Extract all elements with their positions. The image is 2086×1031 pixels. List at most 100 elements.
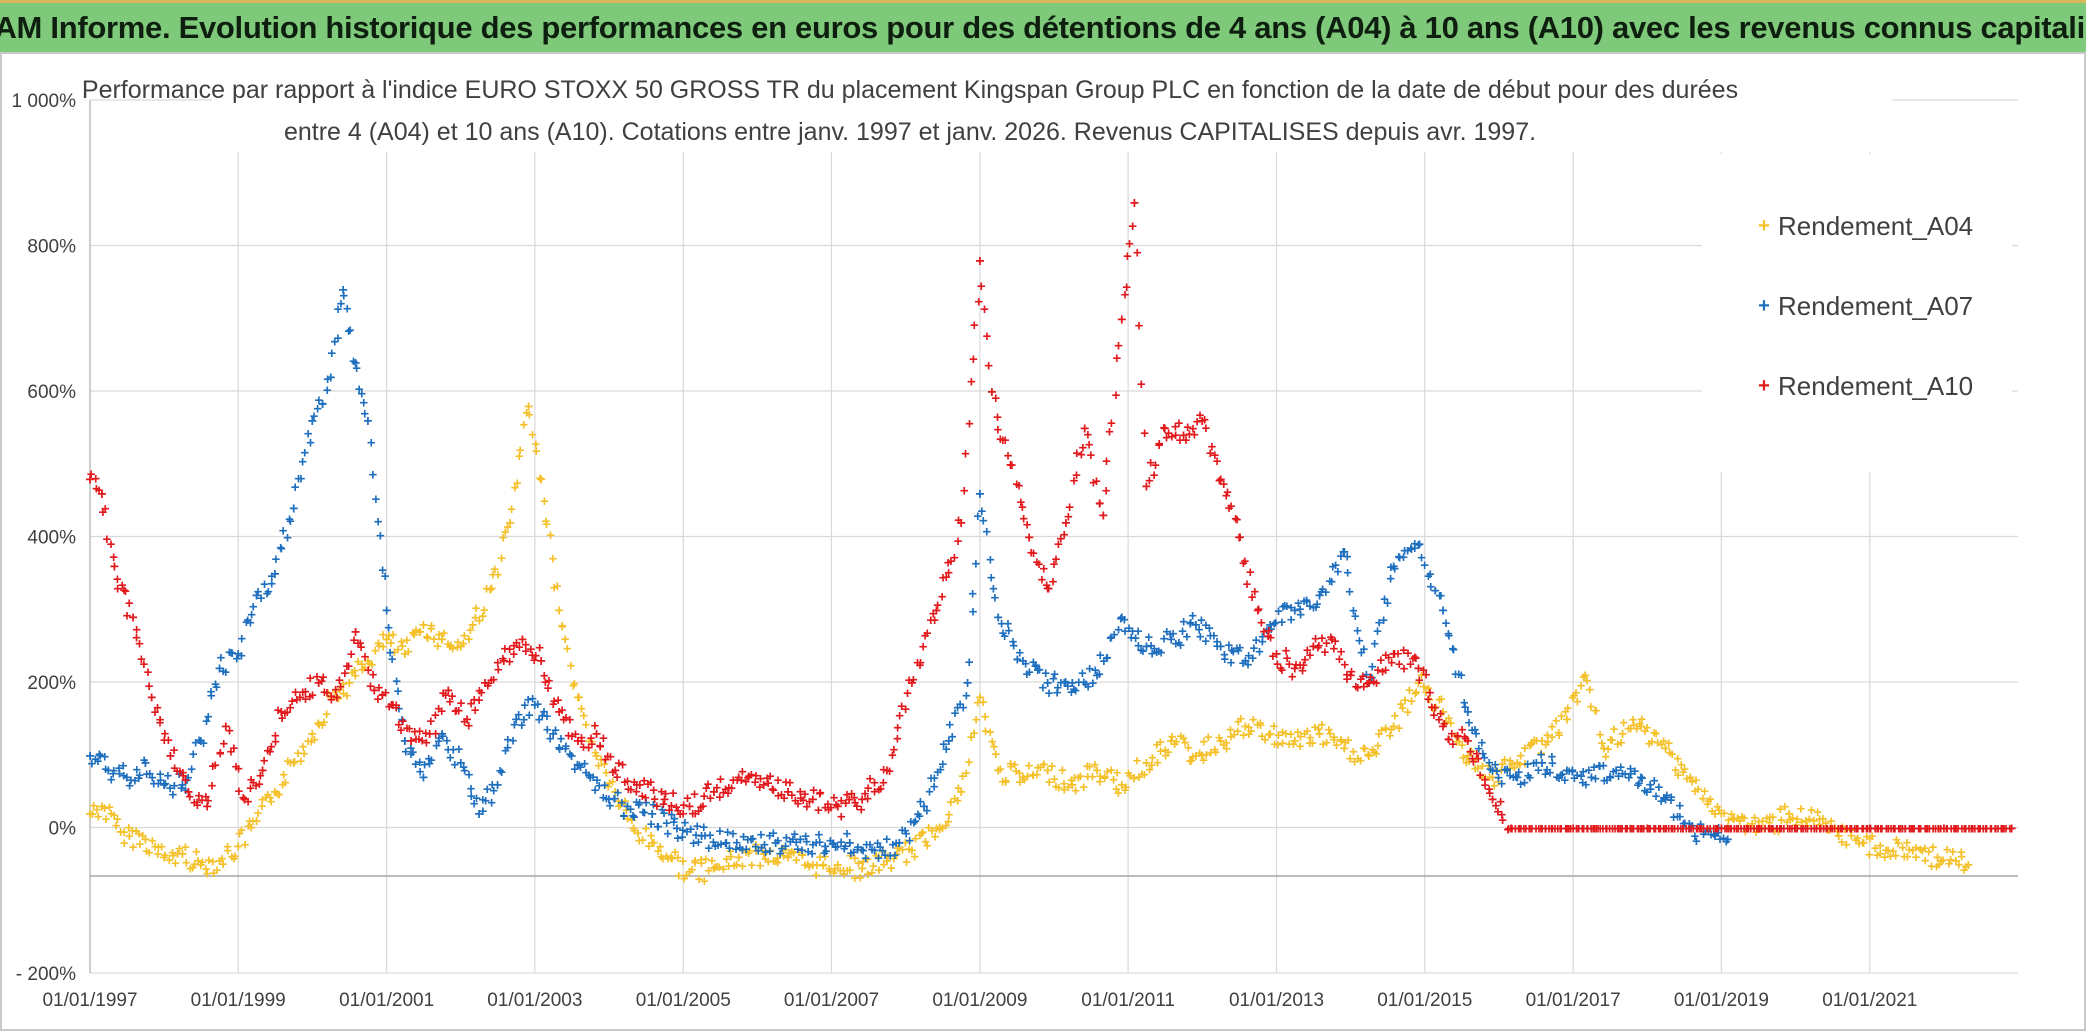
data-point: +: [1752, 824, 1761, 841]
data-point: +: [1039, 756, 1048, 773]
data-point: +: [1537, 747, 1546, 764]
data-point: +: [927, 770, 936, 787]
data-point: +: [1673, 808, 1682, 825]
data-point: +: [1001, 772, 1010, 789]
data-point: +: [339, 676, 348, 693]
data-point: +: [1524, 768, 1533, 785]
data-point: +: [289, 500, 298, 517]
data-point: +: [1182, 432, 1191, 449]
data-point: +: [628, 812, 637, 829]
data-point: +: [471, 702, 480, 719]
data-point: +: [435, 626, 444, 643]
data-point: +: [394, 717, 403, 734]
data-point: +: [1140, 767, 1149, 784]
data-point: +: [1250, 583, 1259, 600]
data-point: +: [1948, 843, 1957, 860]
data-point: +: [367, 435, 376, 452]
data-point: +: [1252, 632, 1261, 649]
data-point: +: [600, 756, 609, 773]
data-point: +: [181, 772, 190, 789]
data-point: +: [1599, 758, 1608, 775]
data-point: +: [349, 353, 358, 370]
data-point: +: [774, 787, 783, 804]
data-point: +: [619, 808, 628, 825]
data-point: +: [1166, 733, 1175, 750]
data-point: +: [910, 849, 919, 866]
data-point: +: [318, 396, 327, 413]
data-point: +: [1834, 828, 1843, 845]
data-point: +: [487, 794, 496, 811]
data-point: +: [996, 761, 1005, 778]
data-point: +: [1090, 757, 1099, 774]
data-point: +: [1696, 816, 1705, 833]
data-point: +: [973, 508, 982, 525]
data-point: +: [113, 581, 122, 598]
data-point: +: [1140, 425, 1149, 442]
data-point: +: [112, 817, 121, 834]
data-point: +: [1700, 783, 1709, 800]
data-point: +: [591, 744, 600, 761]
data-point: +: [1230, 726, 1239, 743]
data-point: +: [594, 758, 603, 775]
data-point: +: [156, 712, 165, 729]
data-point: +: [467, 696, 476, 713]
data-point: +: [798, 846, 807, 863]
data-point: +: [967, 373, 976, 390]
data-point: +: [1577, 768, 1586, 785]
data-point: +: [787, 844, 796, 861]
data-point: +: [446, 749, 455, 766]
data-point: +: [299, 739, 308, 756]
data-point: +: [154, 839, 163, 856]
data-point: +: [895, 707, 904, 724]
data-point: +: [1033, 767, 1042, 784]
data-point: +: [1491, 756, 1500, 773]
data-point: +: [1265, 727, 1274, 744]
data-point: +: [956, 696, 965, 713]
data-point: +: [255, 776, 264, 793]
data-point: +: [1359, 740, 1368, 757]
data-point: +: [1916, 841, 1925, 858]
data-point: +: [748, 830, 757, 847]
data-point: +: [237, 822, 246, 839]
data-point: +: [160, 732, 169, 749]
data-point: +: [790, 826, 799, 843]
data-point: +: [962, 765, 971, 782]
data-point: +: [456, 755, 465, 772]
data-point: +: [278, 776, 287, 793]
data-point: +: [1229, 643, 1238, 660]
data-point: +: [1052, 778, 1061, 795]
data-point: +: [1043, 762, 1052, 779]
data-point: +: [1015, 774, 1024, 791]
data-point: +: [439, 685, 448, 702]
data-point: +: [1202, 420, 1211, 437]
data-point: +: [1092, 473, 1101, 490]
data-point: +: [1078, 665, 1087, 682]
data-point: +: [1331, 557, 1340, 574]
data-point: +: [1661, 740, 1670, 757]
data-point: +: [195, 732, 204, 749]
data-point: +: [674, 802, 683, 819]
data-point: +: [1582, 777, 1591, 794]
data-point: +: [470, 795, 479, 812]
data-point: +: [1957, 844, 1966, 861]
data-point: +: [1537, 745, 1546, 762]
data-point: +: [169, 848, 178, 865]
data-point: +: [1485, 755, 1494, 772]
data-point: +: [1673, 751, 1682, 768]
data-point: +: [1641, 723, 1650, 740]
data-point: +: [126, 772, 135, 789]
data-point: +: [1189, 421, 1198, 438]
data-point: +: [642, 820, 651, 837]
data-point: +: [1578, 775, 1587, 792]
data-point: +: [1171, 636, 1180, 653]
data-point: +: [989, 581, 998, 598]
data-point: +: [660, 791, 669, 808]
data-point: +: [513, 475, 522, 492]
data-point: +: [923, 625, 932, 642]
data-point: +: [1107, 415, 1116, 432]
data-point: +: [717, 836, 726, 853]
data-point: +: [151, 838, 160, 855]
data-point: +: [310, 408, 319, 425]
data-point: +: [465, 767, 474, 784]
data-point: +: [323, 685, 332, 702]
